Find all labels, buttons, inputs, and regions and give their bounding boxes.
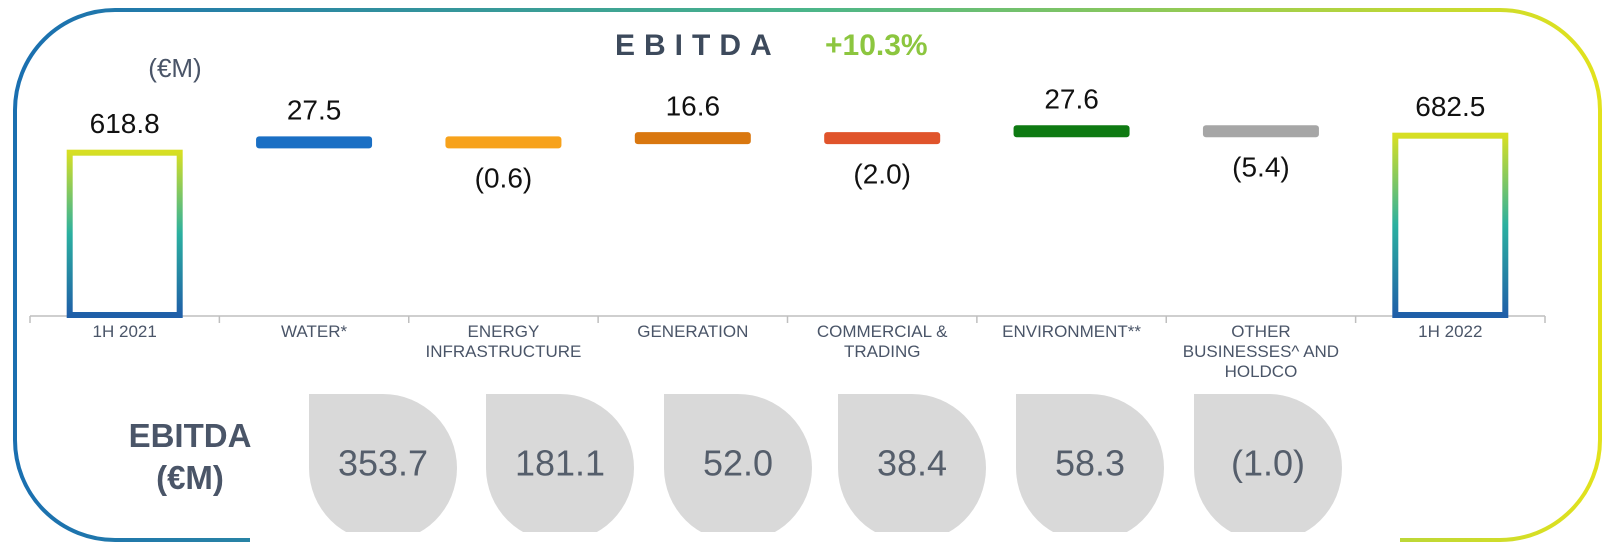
breakdown-label: EBITDA (€M) — [128, 417, 252, 496]
value-label: 618.8 — [90, 108, 160, 139]
value-label: 682.5 — [1415, 91, 1485, 122]
value-label: (0.6) — [475, 163, 533, 194]
value-label: 16.6 — [666, 90, 721, 121]
badge — [1016, 394, 1164, 542]
delta-bar — [1202, 125, 1319, 138]
value-label: (5.4) — [1232, 152, 1290, 183]
chart-title: EBITDA — [615, 29, 781, 62]
badge-label: 181.1 — [515, 443, 605, 484]
value-label: 27.5 — [287, 95, 342, 126]
badge — [838, 394, 986, 542]
badge — [309, 394, 457, 542]
x-tick-label: OTHER BUSINESSES^ AND HOLDCO — [1182, 322, 1340, 381]
x-tick-label: 1H 2022 — [1418, 322, 1483, 341]
badge-label: (1.0) — [1231, 443, 1305, 484]
badge-label: 353.7 — [338, 443, 428, 484]
delta-bar — [634, 132, 751, 145]
delta-bar — [824, 132, 941, 145]
bottom-mask — [250, 532, 1400, 547]
delta-bar — [445, 136, 562, 149]
badge-label: 52.0 — [703, 443, 773, 484]
delta-bar — [256, 136, 373, 149]
total-bar — [1392, 132, 1509, 318]
x-tick-label: ENERGY INFRASTRUCTURE — [425, 322, 582, 361]
x-tick-label: GENERATION — [637, 322, 749, 341]
delta-bar — [1013, 125, 1130, 138]
x-tick-label: ENVIRONMENT** — [1002, 322, 1141, 341]
value-label: 27.6 — [1044, 84, 1099, 115]
x-tick-label: WATER* — [281, 322, 348, 341]
x-tick-label: 1H 2021 — [92, 322, 157, 341]
badge — [664, 394, 812, 542]
change-label: +10.3% — [825, 29, 928, 62]
badge-label: 38.4 — [877, 443, 947, 484]
x-tick-label: COMMERCIAL & TRADING — [816, 322, 948, 361]
total-bar — [66, 149, 183, 318]
unit-label: (€M) — [148, 53, 201, 83]
badge — [486, 394, 634, 542]
value-label: (2.0) — [853, 158, 911, 189]
badge — [1194, 394, 1342, 542]
badge-label: 58.3 — [1055, 443, 1125, 484]
